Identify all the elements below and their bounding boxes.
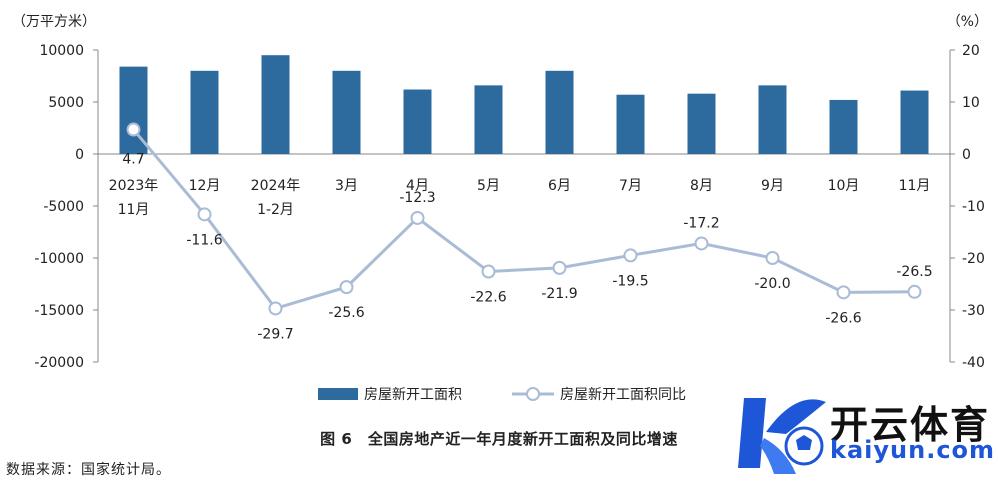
y-right-tick-label: 20 bbox=[962, 43, 980, 59]
line-point-yoy bbox=[623, 248, 638, 263]
x-category-label: 2023年 bbox=[109, 178, 159, 194]
legend-label-line: 房屋新开工面积同比 bbox=[560, 387, 686, 403]
data-label-yoy: -25.6 bbox=[328, 305, 364, 321]
x-category-label: 11月 bbox=[118, 202, 150, 218]
line-point-yoy bbox=[552, 260, 567, 275]
x-category-label: 6月 bbox=[548, 178, 571, 194]
y-left-tick-label: 0 bbox=[75, 147, 84, 163]
legend-swatch-marker bbox=[526, 387, 540, 401]
bar-new-construction-area bbox=[616, 94, 645, 154]
y-right-tick-label: 10 bbox=[962, 95, 980, 111]
line-point-yoy bbox=[410, 210, 425, 225]
line-point-yoy bbox=[907, 284, 922, 299]
y-left-tick-label: -20000 bbox=[34, 355, 84, 371]
data-label-yoy: -29.7 bbox=[257, 326, 293, 342]
line-point-yoy bbox=[197, 207, 212, 222]
x-category-label: 4月 bbox=[406, 178, 429, 194]
x-category-label: 1-2月 bbox=[257, 202, 294, 218]
y-left-tick-label: 10000 bbox=[39, 43, 84, 59]
data-label-yoy: -19.5 bbox=[612, 273, 648, 289]
watermark-cn: 开云体育 bbox=[830, 403, 991, 447]
legend-swatch-bar bbox=[318, 388, 358, 400]
bar-new-construction-area bbox=[474, 85, 503, 154]
data-label-yoy: -22.6 bbox=[470, 290, 506, 306]
line-point-yoy bbox=[836, 285, 851, 300]
bar-new-construction-area bbox=[403, 89, 432, 154]
logo-k-icon bbox=[738, 398, 826, 474]
data-label-yoy: -21.9 bbox=[541, 286, 577, 302]
y-right-tick-label: -10 bbox=[962, 199, 985, 215]
data-label-yoy: -26.6 bbox=[825, 310, 861, 326]
bar-new-construction-area bbox=[261, 55, 290, 155]
bar-new-construction-area bbox=[190, 70, 219, 154]
line-yoy-growth bbox=[132, 128, 915, 311]
legend-label-bar: 房屋新开工面积 bbox=[364, 387, 462, 403]
watermark-en: kaiyun.com bbox=[830, 436, 996, 464]
bar-new-construction-area bbox=[687, 93, 716, 154]
x-category-label: 2024年 bbox=[251, 178, 301, 194]
data-label-yoy: -17.2 bbox=[683, 215, 719, 231]
y-left-tick-label: 5000 bbox=[48, 95, 84, 111]
chart-svg: （万平方米） （%）1000050000-5000-10000-15000-200… bbox=[12, 14, 988, 403]
y-left-tick-label: -5000 bbox=[43, 199, 84, 215]
y-right-tick-label: 0 bbox=[962, 147, 971, 163]
data-label-yoy: -11.6 bbox=[186, 232, 222, 248]
line-point-yoy bbox=[765, 251, 780, 265]
bar-new-construction-area bbox=[900, 90, 929, 154]
data-source-note: 数据来源：国家统计局。 bbox=[6, 462, 171, 478]
x-category-label: 12月 bbox=[189, 178, 221, 194]
y-right-unit: （%） bbox=[947, 14, 988, 30]
x-category-label: 8月 bbox=[690, 178, 713, 194]
data-label-yoy: -20.0 bbox=[754, 276, 790, 292]
x-category-label: 3月 bbox=[335, 178, 358, 194]
x-category-label: 5月 bbox=[477, 178, 500, 194]
bar-new-construction-area bbox=[332, 70, 361, 154]
line-point-yoy bbox=[268, 301, 283, 316]
data-label-yoy: -26.5 bbox=[896, 264, 932, 280]
watermark-logo: 开云体育 kaiyun.com bbox=[726, 380, 996, 480]
x-category-label: 9月 bbox=[761, 178, 784, 194]
data-label-yoy: -12.3 bbox=[399, 190, 435, 206]
bar-new-construction-area bbox=[829, 99, 858, 154]
x-category-label: 10月 bbox=[828, 178, 860, 194]
line-point-yoy bbox=[339, 280, 354, 295]
y-right-tick-label: -20 bbox=[962, 251, 985, 267]
y-right-tick-label: -40 bbox=[962, 355, 985, 371]
y-left-tick-label: -15000 bbox=[34, 303, 84, 319]
y-right-tick-label: -30 bbox=[962, 303, 985, 319]
x-category-label: 7月 bbox=[619, 178, 642, 194]
line-point-yoy bbox=[481, 264, 496, 279]
y-left-tick-label: -10000 bbox=[34, 251, 84, 267]
line-point-yoy bbox=[126, 122, 141, 137]
bar-new-construction-area bbox=[545, 70, 574, 154]
x-category-label: 11月 bbox=[899, 178, 931, 194]
figure-caption: 图 6 全国房地产近一年月度新开工面积及同比增速 bbox=[320, 430, 678, 448]
line-point-yoy bbox=[694, 236, 709, 251]
y-left-unit: （万平方米） bbox=[12, 14, 96, 30]
bar-new-construction-area bbox=[758, 85, 787, 154]
data-label-yoy: 4.7 bbox=[122, 152, 144, 168]
